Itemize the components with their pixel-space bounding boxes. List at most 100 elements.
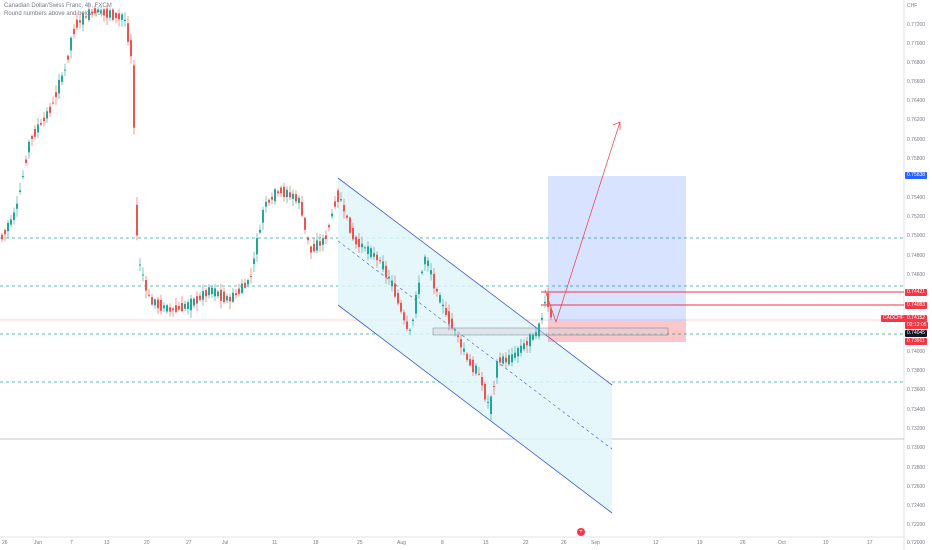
candle-body	[49, 107, 51, 113]
candle-body	[22, 176, 24, 177]
candle-body	[364, 247, 366, 248]
candle-body	[427, 261, 429, 266]
candle-body	[187, 302, 189, 309]
candle-body	[544, 302, 546, 304]
candle-body	[184, 304, 186, 309]
price-tick: 0.72600	[907, 484, 925, 490]
candle-body	[313, 244, 315, 251]
candle-body	[361, 244, 363, 248]
candle-body	[7, 223, 9, 231]
last-price-tag: 0.74152	[905, 315, 927, 322]
indicator-label[interactable]: Round numbers above and below (0)	[4, 11, 103, 17]
candle-body	[529, 334, 531, 346]
price-tick: 0.76800	[907, 60, 925, 66]
candle-body	[331, 214, 333, 217]
candle-body	[274, 189, 276, 201]
candle-body	[382, 262, 384, 270]
price-tick: 0.77200	[907, 22, 925, 28]
candle-body	[541, 318, 543, 320]
candle-body	[508, 355, 510, 364]
candle-body	[439, 295, 441, 302]
time-tick: 18	[313, 540, 319, 546]
time-tick: 7	[70, 540, 73, 546]
alert-icon[interactable]: +	[577, 528, 585, 536]
price-tick: 0.74800	[907, 253, 925, 259]
candle-body	[175, 305, 177, 312]
price-tick: 0.73600	[907, 387, 925, 393]
candle-body	[67, 56, 69, 60]
candle-body	[139, 264, 141, 265]
demand-zone	[433, 328, 668, 335]
stop-price-tag: 0.73911	[905, 338, 927, 345]
candle-body	[133, 65, 135, 127]
candle-body	[250, 276, 252, 277]
price-tick: 0.72200	[907, 522, 925, 528]
candle-body	[256, 238, 258, 254]
candle-body	[154, 299, 156, 305]
time-tick: 27	[186, 540, 192, 546]
candle-body	[379, 260, 381, 261]
candle-body	[25, 160, 27, 163]
time-tick: 19	[697, 540, 703, 546]
time-tick: 26	[2, 540, 8, 546]
candle-body	[37, 124, 39, 132]
price-tick: 0.74000	[907, 349, 925, 355]
candle-body	[511, 354, 513, 362]
candle-body	[397, 293, 399, 303]
candle-body	[205, 290, 207, 296]
candle-body	[421, 272, 423, 274]
candle-body	[412, 320, 414, 321]
candle-body	[493, 386, 495, 387]
candle-body	[52, 103, 54, 104]
candle-body	[340, 199, 342, 200]
candle-body	[199, 296, 201, 300]
candle-body	[466, 354, 468, 360]
candle-body	[181, 303, 183, 311]
candle-body	[310, 247, 312, 253]
candle-body	[121, 14, 123, 19]
time-tick: Jun	[34, 540, 42, 546]
candle-body	[214, 288, 216, 296]
candle-body	[547, 293, 549, 307]
candle-body	[31, 136, 33, 139]
candle-body	[526, 341, 528, 345]
time-tick: 13	[104, 540, 110, 546]
candle-body	[430, 270, 432, 274]
chart-title: Canadian Dollar/Swiss Franc, 4h, FXCM	[4, 3, 112, 9]
price-tick: 0.77000	[907, 41, 925, 47]
time-tick: 22	[523, 540, 529, 546]
candle-body	[4, 230, 6, 234]
time-tick: 10	[823, 540, 829, 546]
candle-body	[103, 9, 105, 15]
candle-body	[409, 330, 411, 331]
long-position-profit	[548, 176, 686, 321]
candle-body	[34, 129, 36, 137]
candle-body	[229, 297, 231, 301]
candle-body	[223, 292, 225, 303]
candle-body	[13, 212, 15, 220]
candle-body	[148, 295, 150, 296]
candle-body	[136, 205, 138, 236]
candle-body	[403, 312, 405, 320]
candle-body	[433, 274, 435, 288]
candle-body	[370, 248, 372, 257]
candle-body	[316, 240, 318, 250]
time-tick: 26	[740, 540, 746, 546]
price-tick: 0.72000	[907, 540, 925, 546]
time-tick: 20	[144, 540, 150, 546]
candle-body	[334, 201, 336, 206]
candle-body	[40, 123, 42, 125]
candle-body	[454, 330, 456, 331]
candle-body	[58, 80, 60, 94]
candle-body	[73, 29, 75, 34]
candle-body	[244, 283, 246, 288]
candle-body	[346, 216, 348, 218]
candle-body	[211, 288, 213, 294]
candle-body	[76, 20, 78, 28]
candle-body	[172, 308, 174, 310]
price-tick: 0.73400	[907, 407, 925, 413]
candle-body	[457, 336, 459, 337]
candle-body	[436, 289, 438, 291]
candle-body	[247, 280, 249, 284]
